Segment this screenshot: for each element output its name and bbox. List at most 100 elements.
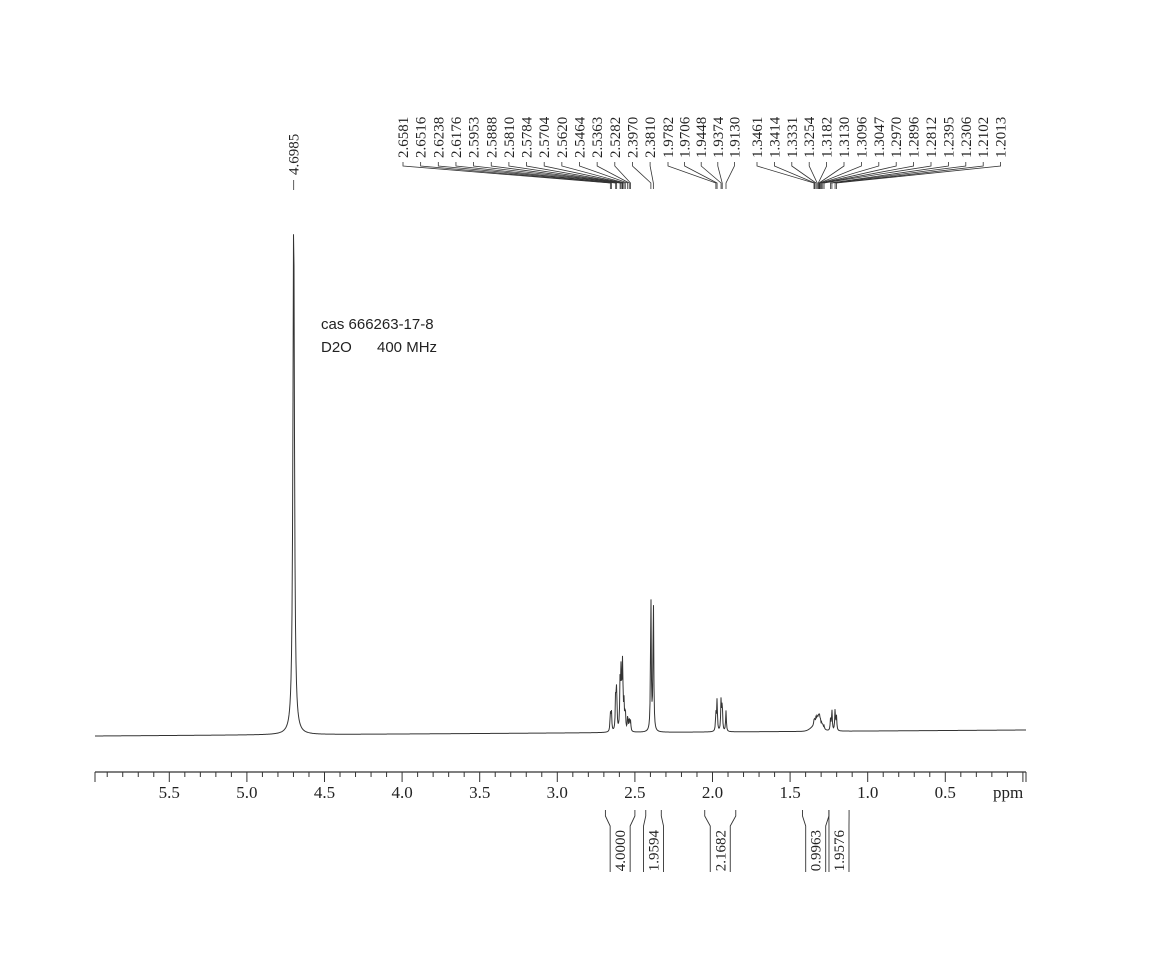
peak-connector — [579, 162, 629, 189]
peak-connector — [649, 162, 654, 189]
peak-connector — [823, 162, 932, 189]
integral-label: 2.1682 — [713, 830, 729, 871]
peak-connector — [667, 162, 717, 189]
peak-label: 1.2896 — [907, 116, 923, 158]
peak-label: 2.6516 — [414, 116, 430, 158]
peak-connector — [455, 162, 618, 189]
x-axis-label: ppm — [993, 783, 1023, 802]
peak-label: 1.3096 — [854, 116, 870, 158]
peak-connector — [822, 162, 914, 189]
peak-label: 1.3414 — [767, 116, 783, 158]
integral-bracket — [643, 810, 664, 872]
peak-label: 2.5464 — [573, 116, 589, 158]
peak-connector — [808, 162, 818, 189]
peak-label: 2.6176 — [449, 116, 465, 158]
peak-label: 2.5704 — [537, 116, 553, 158]
peak-label: 1.9374 — [711, 116, 727, 158]
x-tick-label: 1.5 — [779, 783, 800, 802]
peak-connector — [834, 162, 984, 189]
frequency-label: 400 MHz — [377, 339, 437, 356]
x-tick-label: 2.5 — [624, 783, 645, 802]
peak-label: 2.3810 — [643, 117, 659, 158]
peak-label: 2.5953 — [467, 117, 483, 158]
x-tick-label: 3.0 — [547, 783, 568, 802]
peak-connector — [402, 162, 611, 189]
x-tick-label: 5.5 — [159, 783, 180, 802]
peak-label: 1.9782 — [661, 117, 677, 158]
peak-label: 2.6238 — [431, 117, 447, 158]
integral-label: 1.9594 — [647, 830, 663, 872]
peak-connector — [437, 162, 617, 189]
peak-connector — [831, 162, 967, 189]
peak-label: 1.2395 — [941, 117, 957, 158]
axis-ticks: 5.5 5.0 4.5 4.0 3.5 3.0 2.5 2.0 1.5 1.0 0.5 — [94, 772, 1027, 802]
peak-label: 2.5620 — [555, 117, 571, 158]
x-tick-label: 3.5 — [469, 783, 490, 802]
peak-label: 2.6581 — [396, 117, 412, 158]
peak-connector — [420, 162, 612, 189]
peak-connector — [490, 162, 622, 189]
peak-label: 1.2812 — [924, 117, 940, 158]
peak-label: 1.9706 — [678, 116, 694, 158]
x-tick-label: 4.5 — [314, 783, 335, 802]
peak-label-group: 4.6985 2.6581 2.6516 2.6238 2.6176 2.5953 2.58… — [287, 116, 1010, 190]
peak-connector — [819, 162, 862, 189]
peak-label: 2.3970 — [625, 117, 641, 158]
integral-bracket — [604, 810, 636, 872]
peak-label: 1.2102 — [976, 117, 992, 158]
integral-label: 0.9963 — [809, 830, 825, 871]
peak-label: 1.2306 — [959, 116, 975, 158]
peak-connector — [632, 162, 652, 189]
peak-label: 4.6985 — [287, 134, 303, 175]
spectrum-trace-group — [94, 234, 1026, 737]
peak-connector — [717, 162, 723, 189]
peak-label: 2.5282 — [608, 117, 624, 158]
peak-connector — [596, 162, 630, 189]
peak-connector — [820, 162, 880, 189]
spectrum-line — [94, 234, 1026, 737]
peak-connector — [700, 162, 722, 189]
peak-label: 1.3461 — [750, 117, 766, 158]
peak-connector — [836, 162, 1001, 189]
peak-connector — [817, 162, 827, 189]
x-tick-label: 0.5 — [935, 783, 956, 802]
peak-label: 1.3254 — [802, 116, 818, 158]
peak-label: 2.5810 — [502, 117, 518, 158]
x-tick-label: 4.0 — [391, 783, 412, 802]
integral-label: 1.9576 — [832, 830, 848, 872]
peak-label: 2.5888 — [484, 117, 500, 158]
peak-label: 1.3130 — [837, 117, 853, 158]
integral-bracket — [828, 810, 850, 872]
peak-connector — [791, 162, 817, 189]
peak-label: 2.5784 — [520, 116, 536, 158]
peak-connector — [473, 162, 621, 189]
sample-cas-label: cas 666263-17-8 — [321, 316, 434, 333]
peak-connector — [818, 162, 845, 189]
peak-connector — [561, 162, 626, 189]
peak-connector — [526, 162, 624, 189]
peak-label: 1.9448 — [694, 117, 710, 158]
peak-label: 1.3182 — [820, 117, 836, 158]
peak-connector — [684, 162, 718, 189]
peak-label: 1.2013 — [994, 117, 1010, 158]
peak-label: 1.3331 — [785, 117, 801, 158]
integral-label: 4.0000 — [613, 830, 629, 871]
x-tick-label: 2.0 — [702, 783, 723, 802]
x-tick-label: 1.0 — [857, 783, 878, 802]
integral-bracket — [704, 810, 737, 872]
integral-group: 4.0000 1.9594 2.1682 0.9963 1.9576 — [604, 810, 850, 872]
peak-connector — [508, 162, 623, 189]
peak-label: 1.2970 — [889, 117, 905, 158]
solvent-label: D2O — [321, 339, 352, 356]
peak-connector — [756, 162, 815, 189]
peak-connector — [543, 162, 625, 189]
peak-label: 2.5363 — [590, 117, 606, 158]
peak-connector — [821, 162, 897, 189]
peak-connector — [614, 162, 631, 189]
peak-connector — [774, 162, 816, 189]
peak-label: 1.3047 — [872, 116, 888, 158]
peak-connector — [725, 162, 735, 189]
x-tick-label: 5.0 — [236, 783, 257, 802]
peak-connector — [830, 162, 949, 189]
